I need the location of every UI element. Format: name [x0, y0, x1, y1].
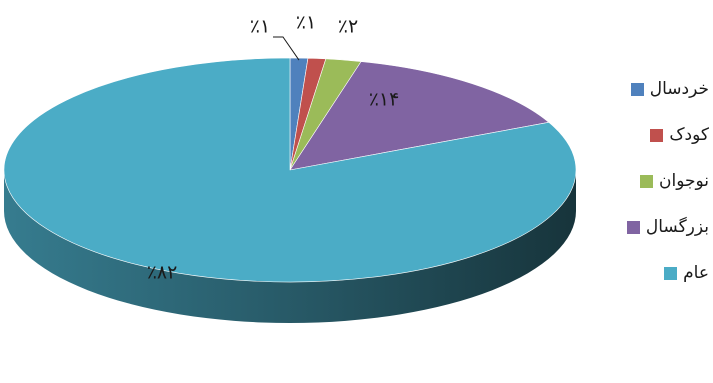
data-label-adult: ٪۱۴: [369, 89, 400, 111]
pie-slices: [3, 57, 577, 283]
pie-side-general: [4, 170, 576, 323]
legend-label-adult: بزرگسال: [645, 217, 709, 237]
legend-label-toddler: خردسال: [649, 79, 709, 99]
pie-side-walls: [4, 170, 576, 323]
legend-label-general: عام: [683, 263, 709, 283]
legend-item-teen: نوجوان: [639, 170, 709, 192]
leader-line: [273, 36, 300, 61]
data-label-general: ٪۸۲: [147, 262, 178, 284]
pie-slice-adult: [289, 61, 550, 171]
pie-data-labels: ٪۱ ٪۱ ٪۲ ٪۱۴ ٪۸۲: [147, 12, 400, 284]
legend-item-child: کودک: [650, 124, 709, 146]
legend-label-child: کودک: [669, 125, 709, 145]
legend-item-toddler: خردسال: [630, 78, 709, 100]
legend-label-teen: نوجوان: [658, 171, 709, 191]
data-label-toddler: ٪۱: [250, 16, 270, 38]
data-label-child: ٪۱: [296, 12, 316, 34]
legend-swatch-general: [664, 266, 678, 280]
pie-slice-general: [3, 57, 577, 283]
data-label-teen: ٪۲: [338, 16, 358, 38]
legend-swatch-toddler: [630, 82, 644, 96]
legend-swatch-adult: [626, 220, 640, 234]
legend-item-adult: بزرگسال: [626, 216, 709, 238]
legend-swatch-teen: [639, 174, 653, 188]
legend-swatch-child: [650, 128, 664, 142]
legend-item-general: عام: [664, 262, 709, 284]
